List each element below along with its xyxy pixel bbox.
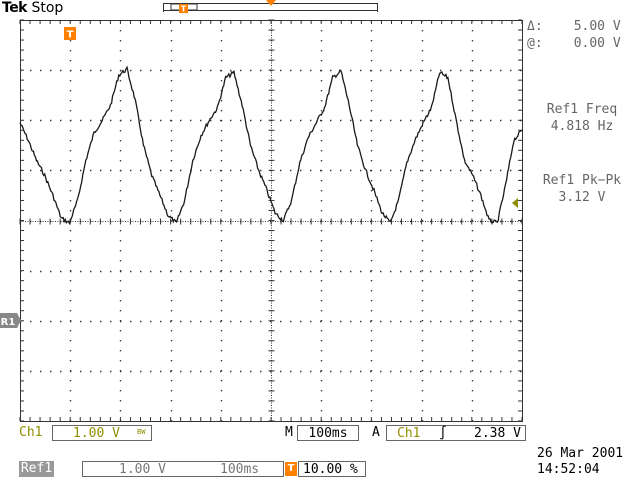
measurement-ref1-pkpk: Ref1 Pk−Pk 3.12 V bbox=[527, 172, 637, 206]
trigger-marker-icon: T bbox=[64, 27, 76, 41]
ref1-settings-box[interactable]: 1.00 V 100ms bbox=[82, 461, 284, 477]
date-display: 26 Mar 2001 bbox=[537, 446, 624, 461]
scope-display[interactable]: T R1 bbox=[0, 0, 640, 430]
timebase-value: 100ms bbox=[308, 426, 348, 441]
trigger-position-box[interactable]: 10.00 % bbox=[298, 461, 366, 477]
svg-text:R1: R1 bbox=[1, 317, 16, 328]
measurement-label: Ref1 Pk−Pk bbox=[542, 173, 622, 188]
measurement-ref1-freq: Ref1 Freq 4.818 Hz bbox=[527, 101, 637, 135]
timebase-box[interactable]: 100ms bbox=[297, 425, 359, 441]
bandwidth-limit-icon: BW bbox=[137, 428, 146, 436]
ch1-scale-box[interactable]: 1.00 V bbox=[52, 425, 152, 441]
ch1-label[interactable]: Ch1 bbox=[19, 425, 43, 440]
trigger-slope-icon: ∫ bbox=[439, 426, 447, 441]
ref1-label[interactable]: Ref1 bbox=[19, 461, 54, 477]
trigger-position-value: 10.00 % bbox=[303, 462, 358, 477]
measurement-value: 3.12 V bbox=[558, 190, 606, 205]
measurement-value: 4.818 Hz bbox=[550, 119, 614, 134]
main-timebase-label: M bbox=[285, 425, 293, 440]
cursor-delta-label: Δ: bbox=[527, 19, 543, 34]
measurement-label: Ref1 Freq bbox=[546, 102, 618, 117]
trigger-box[interactable]: Ch1 ∫ 2.38 V bbox=[386, 425, 526, 441]
trigger-mode-label: A bbox=[372, 425, 380, 440]
ref1-ground-marker-icon: R1 bbox=[0, 313, 21, 328]
trigger-position-arrow-icon bbox=[266, 0, 276, 6]
cursor-readout: Δ: 5.00 V @: 0.00 V bbox=[527, 18, 637, 52]
svg-text:T: T bbox=[181, 5, 187, 14]
ch1-scale: 1.00 V bbox=[73, 426, 120, 441]
ref1-timebase: 100ms bbox=[220, 462, 260, 477]
trigger-level-value: 2.38 V bbox=[474, 426, 521, 441]
record-trigger-marker-icon: T bbox=[179, 4, 188, 13]
acq-state-label: Stop bbox=[31, 0, 64, 16]
cursor-delta-value: 5.00 V bbox=[573, 19, 621, 34]
trigger-level-arrow-icon bbox=[512, 198, 518, 208]
ref1-scale: 1.00 V bbox=[119, 462, 166, 477]
graticule bbox=[19, 19, 523, 422]
svg-text:T: T bbox=[67, 30, 74, 41]
brand-logo: Tek bbox=[2, 0, 28, 16]
trigger-position-icon: T bbox=[285, 462, 297, 476]
time-display: 14:52:04 bbox=[537, 462, 600, 477]
ref1-waveform-trace bbox=[19, 65, 523, 226]
acquisition-status: Tek Stop bbox=[2, 0, 63, 16]
cursor-at-value: 0.00 V bbox=[573, 36, 621, 51]
trigger-source: Ch1 bbox=[397, 426, 421, 441]
cursor-at-label: @: bbox=[527, 36, 543, 51]
